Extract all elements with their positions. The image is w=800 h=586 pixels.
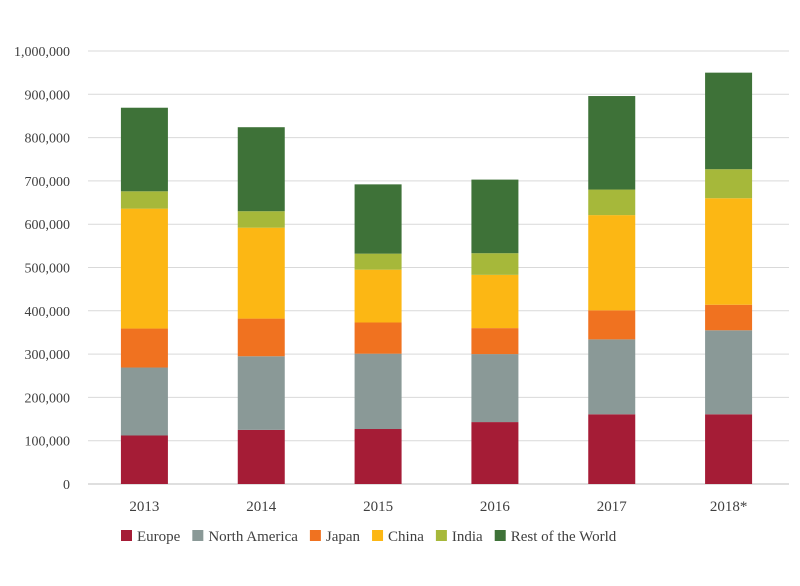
x-tick-label: 2013 bbox=[129, 499, 159, 515]
bar-segment bbox=[120, 435, 168, 484]
x-tick-label: 2014 bbox=[246, 499, 277, 515]
x-tick-label: 2016 bbox=[480, 499, 511, 515]
legend-label: Japan bbox=[326, 529, 361, 545]
bar-segment bbox=[237, 318, 285, 357]
bar-segment bbox=[237, 127, 285, 212]
bar-segment bbox=[354, 322, 402, 354]
bar-segment bbox=[471, 354, 519, 423]
bar-segment bbox=[588, 96, 636, 190]
legend-label: India bbox=[452, 529, 483, 545]
legend-swatch bbox=[435, 530, 447, 541]
legend-label: Europe bbox=[137, 529, 181, 545]
y-tick-label: 600,000 bbox=[25, 218, 71, 233]
bar-segment bbox=[237, 227, 285, 319]
legend-label: North America bbox=[208, 529, 298, 545]
y-tick-label: 800,000 bbox=[25, 132, 71, 147]
x-tick-label: 2018* bbox=[710, 499, 748, 515]
bar-segment bbox=[588, 414, 636, 484]
bar-segment bbox=[588, 310, 636, 340]
bar-segment bbox=[588, 189, 636, 216]
bar-segment bbox=[237, 429, 285, 484]
bar-segment bbox=[705, 330, 753, 415]
legend-swatch bbox=[372, 530, 384, 541]
x-tick-label: 2015 bbox=[363, 499, 393, 515]
legend-label: China bbox=[388, 529, 424, 545]
bar-segment bbox=[471, 328, 519, 355]
x-tick-label: 2017 bbox=[597, 499, 628, 515]
y-tick-label: 700,000 bbox=[25, 175, 71, 190]
bar-segment bbox=[120, 328, 168, 368]
bar-segment bbox=[120, 367, 168, 436]
y-tick-label: 200,000 bbox=[25, 391, 71, 406]
y-tick-label: 500,000 bbox=[25, 262, 71, 277]
bar-segment bbox=[354, 269, 402, 323]
bar-segment bbox=[588, 215, 636, 311]
bar-segment bbox=[237, 356, 285, 430]
bar-segment bbox=[237, 211, 285, 228]
bar-segment bbox=[705, 414, 753, 484]
y-axis: 0 100,000 200,000 300,000 400,000 500,000 600,… bbox=[14, 45, 70, 493]
bar-segment bbox=[471, 253, 519, 275]
bar-segment bbox=[705, 304, 753, 331]
y-tick-label: 400,000 bbox=[25, 305, 71, 320]
bar-segment bbox=[120, 107, 168, 192]
legend-swatch bbox=[309, 530, 321, 541]
legend-swatch bbox=[494, 530, 506, 541]
bar-segment bbox=[120, 208, 168, 329]
bar-segment bbox=[354, 184, 402, 254]
bar-segment bbox=[705, 198, 753, 305]
bar-segment bbox=[705, 72, 753, 170]
bar-segment bbox=[705, 169, 753, 199]
x-axis: 2013 2014 2015 2016 2017 2018* bbox=[129, 499, 747, 515]
bar-segment bbox=[120, 191, 168, 209]
y-tick-label: 300,000 bbox=[25, 348, 71, 363]
y-tick-label: 100,000 bbox=[25, 435, 71, 450]
y-tick-label: 1,000,000 bbox=[14, 45, 70, 60]
bar-segment bbox=[471, 179, 519, 254]
legend-swatch bbox=[121, 530, 132, 541]
legend: Europe North America Japan China India Rest o… bbox=[121, 529, 617, 545]
y-tick-label: 900,000 bbox=[25, 88, 71, 103]
bar-segment bbox=[588, 339, 636, 415]
bar-segment bbox=[471, 422, 519, 484]
legend-swatch bbox=[192, 530, 204, 541]
y-tick-label: 0 bbox=[63, 478, 70, 493]
legend-label: Rest of the World bbox=[511, 529, 617, 545]
bar-segment bbox=[471, 274, 519, 329]
gridlines bbox=[88, 50, 789, 485]
bar-segment bbox=[354, 353, 402, 430]
bar-segment bbox=[354, 429, 402, 484]
bar-segment bbox=[354, 253, 402, 270]
bars bbox=[120, 72, 753, 484]
